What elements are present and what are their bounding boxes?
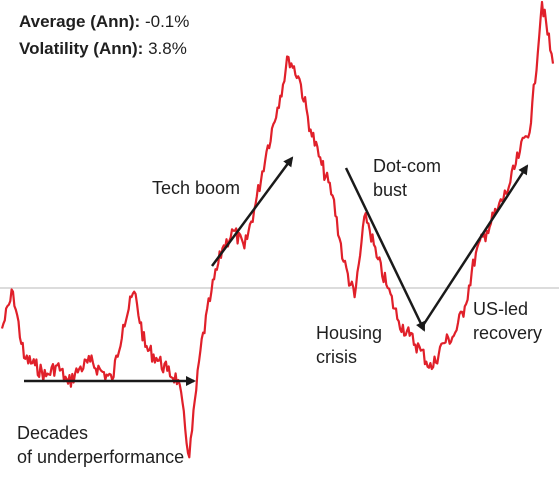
average-label: Average (Ann): [19, 12, 141, 31]
volatility-value: 3.8% [148, 39, 187, 58]
arrow-recovery [420, 164, 529, 328]
volatility-stat: Volatility (Ann): 3.8% [19, 35, 189, 62]
series-layer [0, 0, 555, 459]
annotation-decades: Decades of underperformance [17, 423, 184, 467]
average-stat: Average (Ann): -0.1% [19, 8, 189, 35]
series-line [0, 0, 555, 459]
volatility-label: Volatility (Ann): [19, 39, 144, 58]
arrow-tech-boom [210, 156, 294, 267]
annotation-tech-boom: Tech boom [152, 178, 240, 198]
annotation-dot-com-bust: Dot-com bust [373, 156, 441, 200]
average-value: -0.1% [144, 12, 190, 31]
annotation-us-led-recovery: US-led recovery [473, 299, 542, 343]
stats-box: Average (Ann): -0.1% Volatility (Ann): 3… [19, 8, 189, 62]
annotation-housing-crisis: Housing crisis [316, 323, 382, 367]
arrow-dot-com-bust [344, 167, 426, 332]
